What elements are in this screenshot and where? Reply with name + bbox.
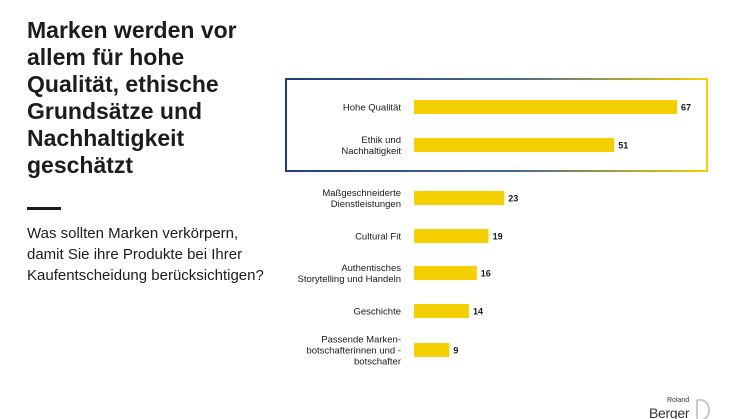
category-label-line: Cultural Fit <box>355 232 401 243</box>
category-label-hohe-qualit-t: Hohe Qualität <box>343 103 401 114</box>
category-label-ma-geschneiderte-dienstleistungen: Maßgeschneiderte Dienstleistungen <box>322 188 401 210</box>
value-label-geschichte: 14 <box>473 307 483 317</box>
value-label-hohe-qualit-t: 67 <box>681 103 691 113</box>
category-label-line: Storytelling und Handeln <box>297 274 401 285</box>
category-label-authentisches-storytelling-und-handeln: Authentisches Storytelling und Handeln <box>297 263 401 285</box>
category-label-line: Ethik und <box>361 135 401 146</box>
value-label-passende-marken-botschafterinnen-und-botschafter: 9 <box>453 346 458 356</box>
value-label-ma-geschneiderte-dienstleistungen: 23 <box>508 194 518 204</box>
category-label-line: botschafter <box>354 357 401 368</box>
category-label-cultural-fit: Cultural Fit <box>355 232 401 243</box>
category-label-line: Authentisches <box>341 263 401 274</box>
highlight-box <box>285 78 708 172</box>
category-label-ethik-und-nachhaltigkeit: Ethik und Nachhaltigkeit <box>341 135 401 157</box>
category-label-line: Passende Marken- <box>321 335 401 346</box>
category-label-line: botschafterinnen und - <box>306 346 401 357</box>
bar-geschichte <box>414 304 469 318</box>
brand-logo: Roland Berger <box>648 395 718 419</box>
category-label-line: Nachhaltigkeit <box>341 146 401 157</box>
logo-line-2: Berger <box>649 405 690 419</box>
bar-authentisches-storytelling-und-handeln <box>414 266 477 280</box>
value-label-cultural-fit: 19 <box>493 232 503 242</box>
bar-ma-geschneiderte-dienstleistungen <box>414 191 505 205</box>
value-label-ethik-und-nachhaltigkeit: 51 <box>618 141 628 151</box>
headline: Marken werden vor allem für hohe Qualitä… <box>27 17 237 178</box>
bar-cultural-fit <box>414 229 489 243</box>
bar-ethik-und-nachhaltigkeit <box>414 138 615 152</box>
bar-hohe-qualit-t <box>414 100 677 114</box>
category-label-line: Maßgeschneiderte <box>322 188 401 199</box>
logo-line-1: Roland <box>667 397 690 404</box>
category-label-line: Hohe Qualität <box>343 103 401 114</box>
category-label-line: Dienstleistungen <box>331 199 401 210</box>
bar-passende-marken-botschafterinnen-und-botschafter <box>414 343 450 357</box>
logo-mark-icon <box>696 399 710 419</box>
value-label-authentisches-storytelling-und-handeln: 16 <box>481 269 491 279</box>
category-label-line: Geschichte <box>353 307 401 318</box>
category-label-passende-marken-botschafterinnen-und-botschafter: Passende Marken-botschafterinnen und -bo… <box>306 335 401 368</box>
question-text: Was sollten Marken verkörpern, damit Sie… <box>27 225 264 284</box>
divider-rule <box>27 207 61 210</box>
category-label-geschichte: Geschichte <box>353 307 401 318</box>
